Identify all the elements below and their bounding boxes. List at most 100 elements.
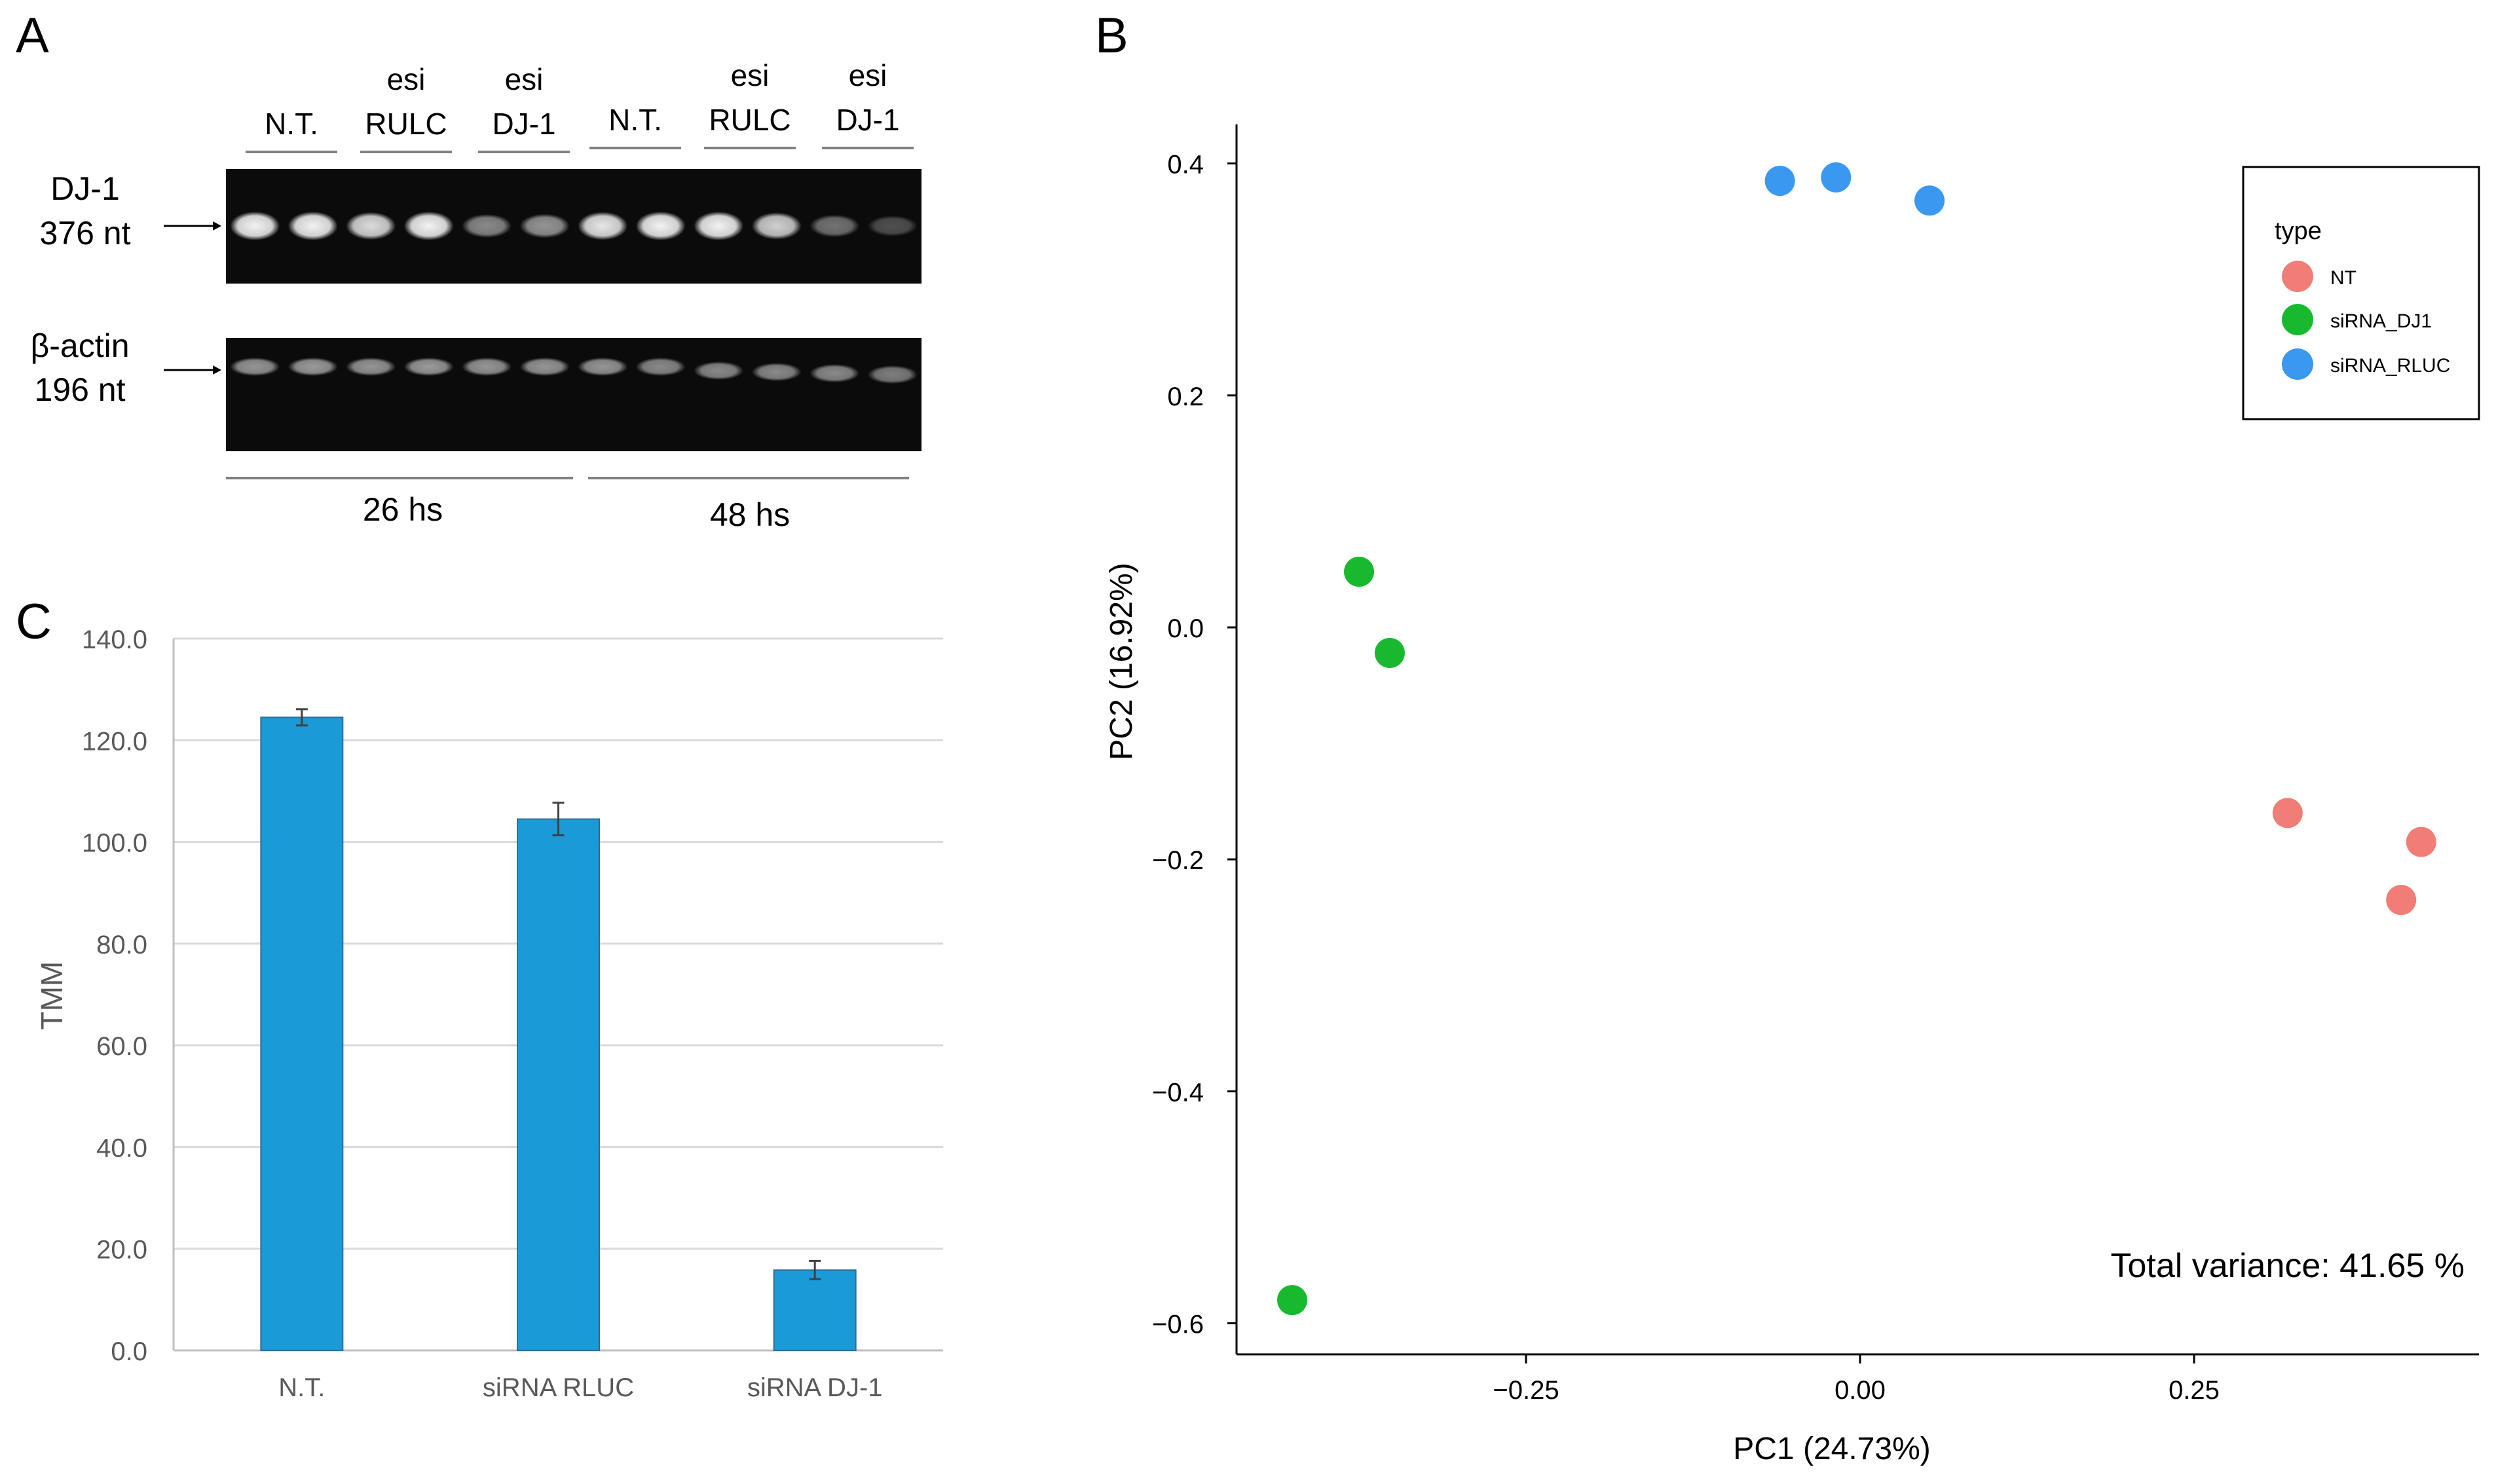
scatter-y-tick-label: 0.2 bbox=[1167, 382, 1204, 411]
dj1-band bbox=[810, 214, 860, 238]
dj1-band bbox=[578, 212, 628, 240]
scatter-y-tick-label: −0.4 bbox=[1152, 1078, 1204, 1107]
bar-category-label: siRNA RLUC bbox=[483, 1373, 634, 1402]
lane-group-label-top: esi bbox=[731, 58, 770, 92]
point-nt bbox=[2406, 826, 2436, 857]
dj1-label: DJ-1 bbox=[50, 170, 120, 207]
total-variance-label: Total variance: 41.65 % bbox=[2110, 1247, 2465, 1285]
actin-band bbox=[867, 365, 918, 384]
gel-bands bbox=[230, 212, 918, 384]
scatter-y-tick-label: −0.2 bbox=[1152, 846, 1204, 875]
actin-gel bbox=[226, 338, 922, 451]
bar-y-tick-label: 140.0 bbox=[82, 625, 147, 654]
dj1-arrow-icon bbox=[164, 221, 221, 231]
lane-group-label-top: esi bbox=[849, 58, 887, 92]
dj1-band bbox=[519, 213, 570, 238]
bar-y-tick-label: 40.0 bbox=[96, 1134, 147, 1162]
lane-group-label-top: esi bbox=[505, 62, 544, 96]
lane-group-label: N.T. bbox=[608, 103, 662, 137]
bar-chart: 0.0 20.0 40.0 60.0 80.0 100.0 120.0 140.0 N.T. si… bbox=[82, 625, 943, 1402]
legend-entry-label: siRNA_DJ1 bbox=[2330, 310, 2432, 332]
bar-y-tick-label: 60.0 bbox=[96, 1032, 147, 1061]
dj1-band bbox=[462, 213, 512, 238]
actin-band bbox=[346, 358, 396, 376]
legend-swatch-sirna_rluc bbox=[2282, 348, 2313, 380]
lane-group-labels: N.T. esi RULC esi DJ-1 N.T. esi RULC esi DJ-1 bbox=[246, 58, 914, 153]
point-sirna_dj1 bbox=[1344, 556, 1374, 587]
bar-0 bbox=[260, 716, 344, 1351]
actin-band bbox=[403, 358, 454, 376]
actin-band bbox=[810, 364, 860, 382]
scatter-x-tick-label: 0.00 bbox=[1835, 1376, 1886, 1405]
dj1-band bbox=[635, 212, 686, 240]
bar-category-label: N.T. bbox=[278, 1373, 325, 1402]
legend-title: type bbox=[2275, 217, 2322, 245]
bar-y-tick-label: 20.0 bbox=[96, 1236, 147, 1265]
panel-a-label: A bbox=[16, 8, 49, 64]
point-sirna_rluc bbox=[1821, 162, 1852, 193]
actin-band bbox=[694, 362, 744, 380]
bar-y-tick-label: 100.0 bbox=[82, 829, 147, 858]
actin-band bbox=[635, 358, 686, 376]
dj1-band bbox=[867, 215, 918, 236]
bar-2 bbox=[773, 1269, 857, 1352]
lane-group-label-top: esi bbox=[387, 62, 426, 96]
dj1-band bbox=[751, 212, 802, 240]
bar-category-label: siRNA DJ-1 bbox=[747, 1373, 883, 1402]
panel-c: C TMM 0.0 20.0 40.0 60.0 80.0 100.0 120.0 140.0… bbox=[16, 594, 943, 1402]
scatter-x-tick-label: −0.25 bbox=[1493, 1376, 1559, 1405]
bar-y-axis-label: TMM bbox=[35, 961, 69, 1030]
panel-c-label: C bbox=[16, 594, 52, 650]
lane-group-label: N.T. bbox=[265, 107, 318, 141]
scatter-y-axis-label: PC2 (16.92%) bbox=[1104, 563, 1139, 760]
lane-group-label: RULC bbox=[709, 103, 791, 137]
dj1-band bbox=[346, 212, 396, 240]
legend-box bbox=[2242, 166, 2480, 420]
actin-arrow-icon bbox=[164, 365, 221, 375]
actin-band bbox=[462, 358, 512, 376]
time-label-26: 26 hs bbox=[363, 491, 443, 528]
point-nt bbox=[2386, 885, 2417, 916]
point-sirna_rluc bbox=[1914, 185, 1945, 216]
actin-label: β-actin bbox=[30, 327, 129, 364]
point-sirna_dj1 bbox=[1277, 1285, 1307, 1316]
legend: type NT siRNA_DJ1 siRNA_RLUC bbox=[2242, 166, 2480, 420]
legend-swatch-sirna_dj1 bbox=[2282, 304, 2313, 335]
bar-1 bbox=[517, 818, 600, 1352]
bar-y-tick-label: 0.0 bbox=[111, 1337, 147, 1366]
dj1-gel bbox=[226, 169, 922, 284]
scatter-y-tick-label: 0.4 bbox=[1167, 151, 1204, 179]
bar-y-tick-label: 120.0 bbox=[82, 727, 147, 756]
panel-a: A N.T. esi RULC esi DJ-1 N.T. esi RULC esi DJ-1 D… bbox=[16, 8, 922, 533]
dj1-band bbox=[288, 212, 338, 240]
bar-y-tick-label: 80.0 bbox=[96, 931, 147, 959]
actin-band bbox=[288, 358, 338, 376]
point-sirna_rluc bbox=[1764, 166, 1795, 196]
dj1-band bbox=[694, 212, 744, 240]
dj1-size-label: 376 nt bbox=[39, 215, 130, 251]
actin-band bbox=[519, 358, 570, 376]
legend-entry-label: siRNA_RLUC bbox=[2330, 355, 2450, 377]
lane-group-label: DJ-1 bbox=[836, 103, 899, 137]
actin-band bbox=[578, 358, 628, 376]
time-label-48: 48 hs bbox=[710, 496, 790, 533]
legend-items: NT siRNA_DJ1 siRNA_RLUC bbox=[2282, 261, 2450, 380]
scatter-y-tick-label: 0.0 bbox=[1167, 614, 1204, 643]
panel-b-label: B bbox=[1095, 8, 1128, 64]
lane-group-label: DJ-1 bbox=[492, 107, 555, 141]
point-nt bbox=[2272, 798, 2303, 828]
panel-b: B PC2 (16.92%) PC1 (24.73%) 0.4 0.2 0.0 −0.… bbox=[1095, 8, 2480, 1466]
scatter-chart: 0.4 0.2 0.0 −0.2 −0.4 −0.6 −0.25 0.00 0.25 bbox=[1152, 124, 2479, 1405]
scatter-y-tick-label: −0.6 bbox=[1152, 1310, 1204, 1339]
scatter-x-tick-label: 0.25 bbox=[2169, 1376, 2220, 1405]
legend-swatch-nt bbox=[2282, 261, 2313, 292]
point-sirna_dj1 bbox=[1374, 637, 1405, 668]
actin-band bbox=[230, 358, 280, 376]
lane-group-label: RULC bbox=[365, 107, 447, 141]
dj1-band bbox=[230, 212, 280, 240]
dj1-band bbox=[403, 212, 454, 240]
scatter-x-axis-label: PC1 (24.73%) bbox=[1733, 1432, 1930, 1466]
legend-entry-label: NT bbox=[2330, 267, 2356, 289]
actin-band bbox=[751, 363, 802, 381]
